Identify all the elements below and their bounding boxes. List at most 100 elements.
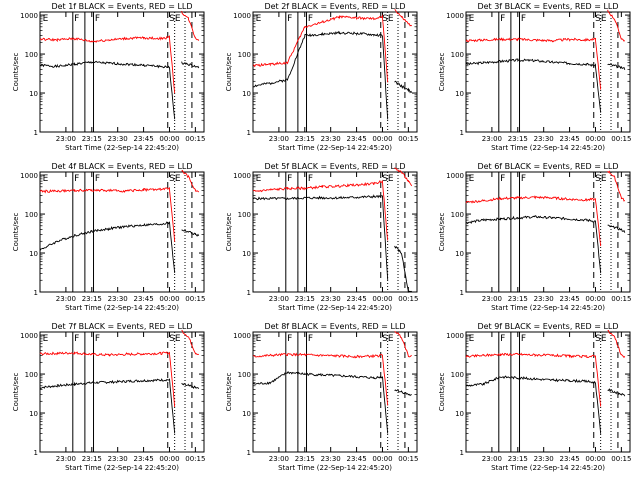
- y-tick-label: 1: [460, 289, 464, 297]
- events-series-line: [39, 221, 200, 273]
- x-tick-label: 23:30: [108, 135, 128, 143]
- x-tick-label: 23:45: [133, 295, 153, 303]
- x-tick-label: 00:15: [611, 135, 631, 143]
- x-tick-label: 00:15: [185, 295, 205, 303]
- region-label: E: [256, 14, 262, 24]
- x-tick-label: 00:15: [185, 135, 205, 143]
- x-tick-label: 23:30: [321, 455, 341, 463]
- x-tick-label: 23:15: [82, 135, 102, 143]
- events-series-line: [252, 371, 412, 434]
- x-tick-label: 23:45: [559, 455, 579, 463]
- x-axis-label: Start Time (22-Sep-14 22:45:20): [65, 304, 179, 312]
- x-tick-label: 23:15: [508, 455, 528, 463]
- panel-title: Det 5f BLACK = Events, RED = LLD: [264, 162, 405, 171]
- y-tick-label: 100: [451, 51, 464, 59]
- x-tick-label: 00:15: [611, 295, 631, 303]
- region-label: SE: [382, 174, 394, 184]
- x-tick-label: 00:15: [398, 135, 418, 143]
- lld-series-line: [465, 329, 626, 407]
- events-series-line: [252, 30, 413, 120]
- detector-panel-5: Det 5f BLACK = Events, RED = LLD 1 10 100 10…: [225, 162, 418, 312]
- events-series-line: [252, 194, 412, 293]
- detector-panel-6: Det 6f BLACK = Events, RED = LLD 1 10 100 10…: [438, 162, 631, 312]
- region-label: F: [287, 174, 292, 184]
- y-tick-label: 1000: [446, 12, 464, 20]
- x-tick-label: 23:45: [133, 455, 153, 463]
- x-axis-label: Start Time (22-Sep-14 22:45:20): [278, 464, 392, 472]
- y-axis-label: Counts/sec: [438, 213, 446, 252]
- region-label: SE: [595, 14, 607, 24]
- region-label: E: [43, 14, 49, 24]
- y-tick-label: 10: [455, 410, 464, 418]
- events-series-line: [465, 375, 626, 434]
- events-series-line: [39, 378, 200, 434]
- x-tick-label: 00:15: [185, 455, 205, 463]
- plot-frame: [39, 171, 205, 293]
- x-tick-label: 23:00: [482, 455, 502, 463]
- x-axis-label: Start Time (22-Sep-14 22:45:20): [65, 464, 179, 472]
- y-tick-label: 10: [455, 250, 464, 258]
- lld-series-line: [252, 331, 412, 406]
- x-tick-label: 00:00: [585, 135, 605, 143]
- region-label: SE: [169, 174, 181, 184]
- plot-frame: [252, 171, 418, 293]
- y-tick-label: 1: [34, 449, 38, 457]
- x-axis-label: Start Time (22-Sep-14 22:45:20): [278, 304, 392, 312]
- panel-title: Det 8f BLACK = Events, RED = LLD: [264, 322, 405, 331]
- y-tick-label: 10: [242, 410, 251, 418]
- x-tick-label: 00:15: [611, 455, 631, 463]
- y-tick-label: 100: [238, 51, 251, 59]
- y-tick-label: 1000: [233, 172, 251, 180]
- panel-title: Det 6f BLACK = Events, RED = LLD: [477, 162, 618, 171]
- x-tick-label: 23:30: [108, 455, 128, 463]
- y-tick-label: 1: [460, 449, 464, 457]
- x-tick-label: 23:00: [269, 455, 289, 463]
- lld-series-line: [465, 170, 626, 247]
- region-label: F: [95, 174, 100, 184]
- y-tick-label: 100: [451, 371, 464, 379]
- plot-frame: [39, 11, 205, 133]
- x-tick-label: 23:15: [295, 295, 315, 303]
- x-axis-label: Start Time (22-Sep-14 22:45:20): [65, 144, 179, 152]
- detector-panel-2: Det 2f BLACK = Events, RED = LLD 1 10 100 10…: [225, 2, 418, 152]
- x-tick-label: 23:15: [295, 455, 315, 463]
- x-tick-label: 23:00: [269, 135, 289, 143]
- y-tick-label: 100: [25, 371, 38, 379]
- x-tick-label: 23:15: [82, 455, 102, 463]
- y-tick-label: 1: [247, 449, 251, 457]
- y-tick-label: 1000: [446, 172, 464, 180]
- x-tick-label: 23:30: [321, 295, 341, 303]
- region-label: F: [74, 334, 79, 344]
- y-tick-label: 100: [25, 211, 38, 219]
- panel-title: Det 1f BLACK = Events, RED = LLD: [51, 2, 192, 11]
- y-tick-label: 1: [247, 129, 251, 137]
- plot-frame: [252, 331, 418, 453]
- x-tick-label: 23:15: [82, 295, 102, 303]
- region-label: F: [500, 174, 505, 184]
- detector-panel-4: Det 4f BLACK = Events, RED = LLD 1 10 100 10…: [12, 162, 205, 312]
- x-tick-label: 23:00: [56, 135, 76, 143]
- y-axis-label: Counts/sec: [225, 53, 233, 92]
- x-tick-label: 23:30: [321, 135, 341, 143]
- y-tick-label: 100: [451, 211, 464, 219]
- x-tick-label: 00:00: [159, 295, 179, 303]
- y-axis-label: Counts/sec: [12, 373, 20, 412]
- region-label: SE: [382, 14, 394, 24]
- lld-series-line: [252, 167, 413, 241]
- region-label: F: [308, 174, 313, 184]
- region-label: F: [287, 14, 292, 24]
- y-tick-label: 10: [242, 250, 251, 258]
- events-series-line: [39, 60, 200, 120]
- y-tick-label: 1000: [20, 172, 38, 180]
- x-tick-label: 23:00: [482, 135, 502, 143]
- plot-frame: [252, 11, 418, 133]
- x-tick-label: 00:00: [372, 295, 392, 303]
- x-tick-label: 23:30: [534, 455, 554, 463]
- region-label: F: [500, 334, 505, 344]
- detector-panel-3: Det 3f BLACK = Events, RED = LLD 1 10 100 10…: [438, 2, 631, 152]
- plot-frame: [465, 171, 631, 293]
- y-tick-label: 1: [34, 129, 38, 137]
- x-tick-label: 23:30: [108, 295, 128, 303]
- x-tick-label: 23:30: [534, 135, 554, 143]
- x-tick-label: 00:15: [398, 455, 418, 463]
